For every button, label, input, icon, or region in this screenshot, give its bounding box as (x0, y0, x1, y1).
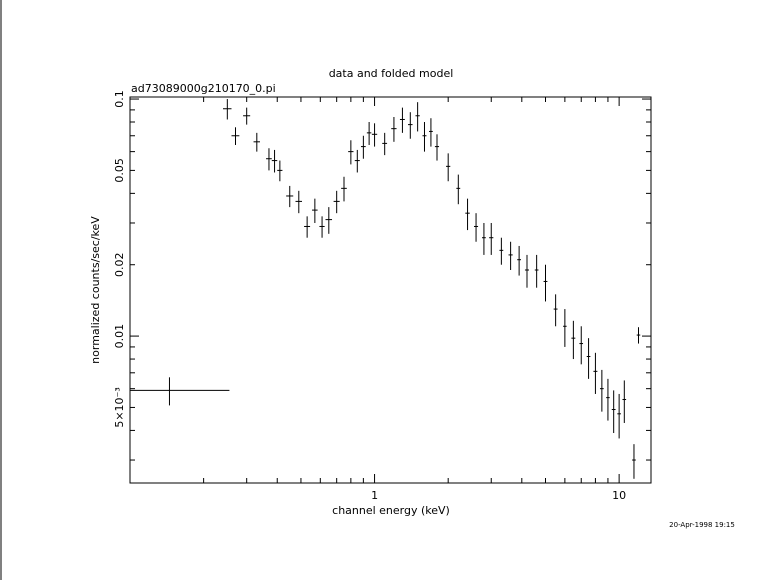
data-point (617, 393, 621, 439)
data-point (499, 237, 504, 265)
data-point (333, 190, 340, 214)
data-point (553, 294, 558, 327)
data-point (622, 380, 627, 423)
data-point (266, 148, 272, 171)
data-point (312, 198, 318, 223)
data-point (543, 264, 548, 302)
data-point (534, 254, 539, 288)
data-point (319, 216, 325, 238)
data-point (611, 390, 616, 434)
data-point (286, 185, 294, 208)
data-point (130, 377, 230, 406)
data-point (482, 222, 486, 255)
data-point (399, 107, 405, 133)
data-point (489, 222, 494, 255)
data-point (456, 174, 461, 205)
data-point (271, 149, 278, 173)
data-point (524, 254, 529, 288)
y-tick-label: 5×10⁻³ (113, 387, 126, 427)
x-tick-label: 10 (612, 489, 626, 502)
data-point (446, 153, 451, 182)
data-point (606, 378, 610, 421)
y-tick-label: 0.02 (113, 252, 126, 277)
data-point (277, 160, 283, 182)
y-tick-label: 0.05 (113, 158, 126, 183)
data-point (222, 99, 232, 120)
data-point (465, 198, 470, 231)
chart-subtitle: ad73089000g210170_0.pi (131, 82, 276, 95)
timestamp-label: 20-Apr-1998 19:15 (669, 521, 735, 529)
data-point (473, 213, 479, 242)
data-point (422, 122, 427, 152)
data-point (371, 123, 378, 147)
data-point (407, 112, 413, 139)
data-point (636, 327, 641, 344)
axis-ticks-group: 1 10 5×10⁻³ 0.01 0.02 0.05 0.1 (113, 90, 651, 502)
data-point (325, 207, 333, 234)
data-point (354, 149, 360, 173)
data-point (579, 326, 584, 365)
data-point (429, 118, 433, 147)
data-point (253, 132, 260, 152)
data-point (382, 132, 388, 156)
data-point (415, 102, 420, 132)
data-point (517, 245, 522, 276)
data-point (243, 107, 251, 125)
data-point (348, 140, 354, 165)
data-point (366, 122, 372, 145)
data-point (632, 444, 636, 479)
data-point (571, 320, 576, 360)
plot-frame (129, 96, 652, 484)
y-axis-label: normalized counts/sec/keV (89, 216, 102, 364)
data-point (360, 135, 366, 159)
x-axis-label: channel energy (keV) (332, 504, 450, 517)
data-point (434, 134, 440, 161)
data-point (295, 190, 302, 214)
data-point (593, 352, 598, 394)
data-point (231, 127, 240, 145)
x-tick-label: 1 (371, 489, 378, 502)
data-point (586, 338, 591, 379)
data-points-group (130, 99, 641, 479)
y-tick-label: 0.1 (113, 90, 126, 108)
data-point (391, 116, 397, 142)
data-point (508, 241, 513, 271)
data-point (563, 309, 567, 347)
data-point (304, 216, 311, 238)
data-point (599, 369, 604, 412)
data-point (341, 176, 347, 202)
chart-title: data and folded model (329, 67, 454, 80)
y-tick-label: 0.01 (113, 324, 126, 349)
